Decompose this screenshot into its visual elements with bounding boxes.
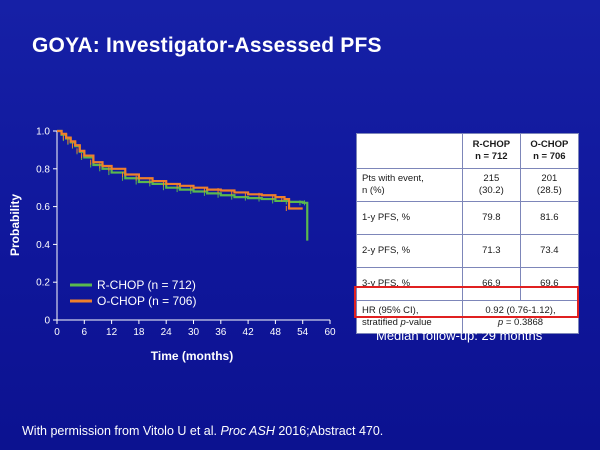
table-header-rchop: R-CHOP n = 712 — [462, 133, 521, 169]
table-header-ochop: O-CHOP n = 706 — [519, 133, 580, 169]
slide-title: GOYA: Investigator-Assessed PFS — [32, 34, 382, 57]
x-tick-label: 12 — [106, 327, 118, 338]
row-label: 1-y PFS, % — [356, 201, 463, 235]
x-tick-label: 60 — [324, 327, 336, 338]
footnote-prefix: With permission from Vitolo U et al. — [22, 424, 221, 438]
x-tick-label: 24 — [161, 327, 173, 338]
citation-footnote: With permission from Vitolo U et al. Pro… — [22, 424, 383, 438]
y-tick-label: 0.6 — [36, 202, 50, 213]
y-tick-label: 0.2 — [36, 278, 50, 289]
footnote-suffix: 2016;Abstract 470. — [274, 424, 384, 438]
table-header-row: R-CHOP n = 712 O-CHOP n = 706 — [356, 133, 580, 169]
y-tick-label: 0 — [44, 316, 50, 327]
legend-label-ochop: O-CHOP (n = 706) — [97, 294, 196, 308]
row-value-ochop: 69.6 — [519, 267, 580, 301]
y-tick-label: 0.4 — [36, 240, 50, 251]
median-followup-note: Median follow-up: 29 months — [376, 328, 543, 343]
x-tick-label: 0 — [54, 327, 60, 338]
row-value-rchop: 215 (30.2) — [462, 168, 521, 202]
chart-legend: R-CHOP (n = 712) O-CHOP (n = 706) — [70, 278, 196, 308]
legend-label-rchop: R-CHOP (n = 712) — [97, 278, 196, 292]
hr-label-line2-suffix: -value — [405, 317, 432, 328]
row-label: 2-y PFS, % — [356, 234, 463, 268]
x-tick-label: 42 — [243, 327, 255, 338]
hr-value-line2: = 0.3868 — [503, 317, 544, 328]
hr-value-p: p — [497, 317, 504, 328]
row-label: Pts with event, n (%) — [356, 168, 463, 202]
pfs-stats-table: R-CHOP n = 712 O-CHOP n = 706 Pts with e… — [356, 133, 580, 334]
row-value-rchop: 79.8 — [462, 201, 521, 235]
chart-axes: 0 6 12 18 24 30 36 42 48 54 60 0 0.2 0.4 0.6 0.8 1.0 — [36, 127, 336, 339]
x-tick-label: 48 — [270, 327, 282, 338]
row-value-ochop: 81.6 — [519, 201, 580, 235]
table-row: 2-y PFS, % 71.3 73.4 — [356, 234, 580, 268]
table-row: Pts with event, n (%) 215 (30.2) 201 (28… — [356, 168, 580, 202]
row-value-ochop: 201 (28.5) — [519, 168, 580, 202]
y-tick-label: 0.8 — [36, 164, 50, 175]
hr-label-line1: HR (95% CI), — [362, 305, 419, 316]
x-tick-label: 54 — [297, 327, 309, 338]
row-value-rchop: 66.9 — [462, 267, 521, 301]
table-header-empty — [356, 133, 463, 169]
chart-series — [57, 129, 309, 241]
table-row: 1-y PFS, % 79.8 81.6 — [356, 201, 580, 235]
row-value-rchop: 71.3 — [462, 234, 521, 268]
hr-label-line2-prefix: stratified — [362, 317, 401, 328]
x-tick-label: 36 — [215, 327, 227, 338]
hr-value-line1: 0.92 (0.76-1.12), — [485, 305, 556, 316]
y-tick-label: 1.0 — [36, 127, 50, 138]
y-axis-label: Probability — [8, 194, 22, 256]
x-tick-label: 18 — [133, 327, 145, 338]
row-label: 3-y PFS, % — [356, 267, 463, 301]
ochop-curve — [57, 129, 303, 210]
row-value-ochop: 73.4 — [519, 234, 580, 268]
x-tick-label: 6 — [82, 327, 88, 338]
footnote-journal: Proc ASH — [220, 424, 275, 438]
table-row: 3-y PFS, % 66.9 69.6 — [356, 267, 580, 301]
hr-label-p: p — [400, 317, 406, 328]
x-tick-label: 30 — [188, 327, 200, 338]
x-axis-label: Time (months) — [151, 349, 233, 363]
